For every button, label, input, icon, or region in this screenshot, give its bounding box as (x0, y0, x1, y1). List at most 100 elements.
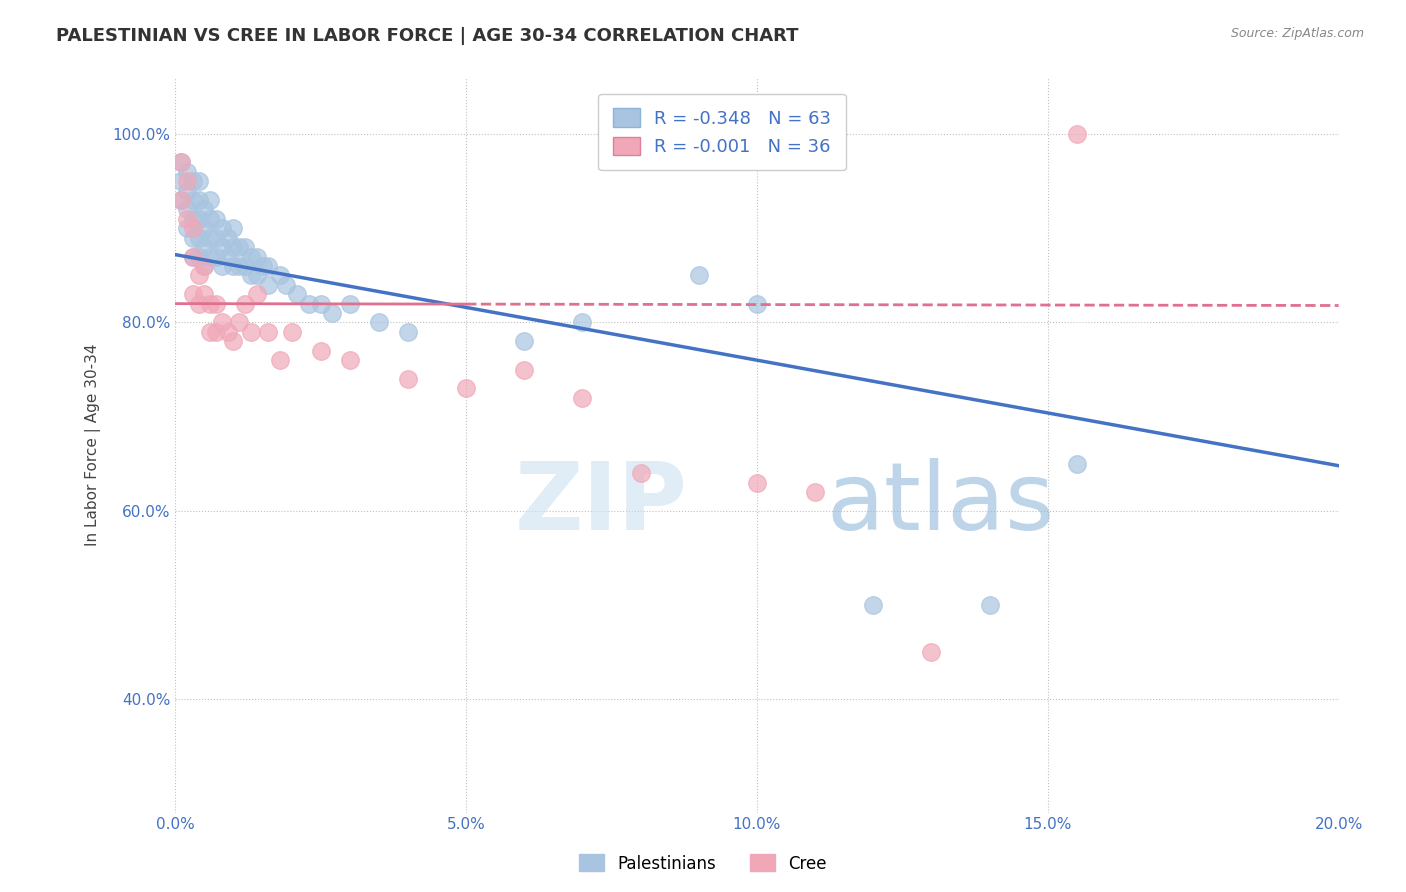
Point (198, 230, 221, 244)
Point (198, 193, 221, 207)
Legend: R = -0.348   N = 63, R = -0.001   N = 36: R = -0.348 N = 63, R = -0.001 N = 36 (599, 94, 846, 170)
Point (176, 184, 198, 198)
Point (979, 598, 1001, 612)
Point (233, 259, 256, 273)
Point (217, 230, 239, 244)
Point (252, 259, 274, 273)
Point (745, 296, 768, 310)
Point (339, 296, 361, 310)
Point (269, 268, 291, 283)
Point (211, 259, 233, 273)
Point (217, 325, 239, 339)
Point (205, 230, 228, 244)
Point (181, 211, 204, 226)
Point (246, 268, 269, 283)
Point (456, 381, 478, 395)
Point (187, 174, 209, 188)
Point (228, 240, 250, 254)
Point (688, 268, 710, 283)
Point (246, 250, 269, 264)
Point (228, 316, 250, 330)
Point (222, 259, 245, 273)
Point (193, 259, 215, 273)
Point (309, 296, 332, 310)
Point (205, 296, 228, 310)
Point (187, 296, 209, 310)
Point (187, 211, 209, 226)
Point (745, 475, 768, 490)
Point (257, 277, 280, 292)
Point (246, 287, 269, 301)
Point (211, 316, 233, 330)
Point (239, 268, 262, 283)
Point (205, 211, 228, 226)
Point (181, 250, 204, 264)
Point (280, 325, 302, 339)
Point (1066, 457, 1088, 471)
Point (187, 230, 209, 244)
Point (205, 325, 228, 339)
Point (193, 287, 215, 301)
Point (193, 202, 215, 217)
Point (170, 174, 193, 188)
Point (211, 240, 233, 254)
Point (630, 467, 652, 481)
Point (222, 221, 245, 235)
Point (193, 259, 215, 273)
Point (170, 193, 193, 207)
Point (239, 250, 262, 264)
Point (571, 316, 593, 330)
Point (513, 334, 536, 349)
Point (228, 259, 250, 273)
Point (396, 325, 419, 339)
Point (222, 334, 245, 349)
Point (187, 268, 209, 283)
Point (176, 211, 198, 226)
Point (309, 343, 332, 358)
Point (170, 155, 193, 169)
Text: PALESTINIAN VS CREE IN LABOR FORCE | AGE 30-34 CORRELATION CHART: PALESTINIAN VS CREE IN LABOR FORCE | AGE… (56, 27, 799, 45)
Point (321, 306, 343, 320)
Point (176, 174, 198, 188)
Point (181, 174, 204, 188)
Point (862, 598, 884, 612)
Point (170, 193, 193, 207)
Point (396, 372, 419, 386)
Point (176, 202, 198, 217)
Point (198, 325, 221, 339)
Point (287, 287, 309, 301)
Point (233, 296, 256, 310)
Point (176, 221, 198, 235)
Point (274, 277, 297, 292)
Point (257, 259, 280, 273)
Point (269, 353, 291, 368)
Point (176, 164, 198, 178)
Point (571, 391, 593, 405)
Point (181, 193, 204, 207)
Point (205, 250, 228, 264)
Point (181, 230, 204, 244)
Point (193, 240, 215, 254)
Point (513, 362, 536, 376)
Point (187, 193, 209, 207)
Point (222, 240, 245, 254)
Point (198, 296, 221, 310)
Point (181, 250, 204, 264)
Point (367, 316, 389, 330)
Point (217, 250, 239, 264)
Text: Source: ZipAtlas.com: Source: ZipAtlas.com (1230, 27, 1364, 40)
Point (233, 240, 256, 254)
Point (1066, 127, 1088, 141)
Y-axis label: In Labor Force | Age 30-34: In Labor Force | Age 30-34 (86, 343, 101, 546)
Point (198, 211, 221, 226)
Text: ZIP: ZIP (515, 458, 688, 549)
Point (298, 296, 321, 310)
Point (187, 250, 209, 264)
Point (257, 325, 280, 339)
Text: atlas: atlas (827, 458, 1054, 549)
Point (198, 250, 221, 264)
Legend: Palestinians, Cree: Palestinians, Cree (572, 847, 834, 880)
Point (181, 221, 204, 235)
Point (181, 287, 204, 301)
Point (211, 221, 233, 235)
